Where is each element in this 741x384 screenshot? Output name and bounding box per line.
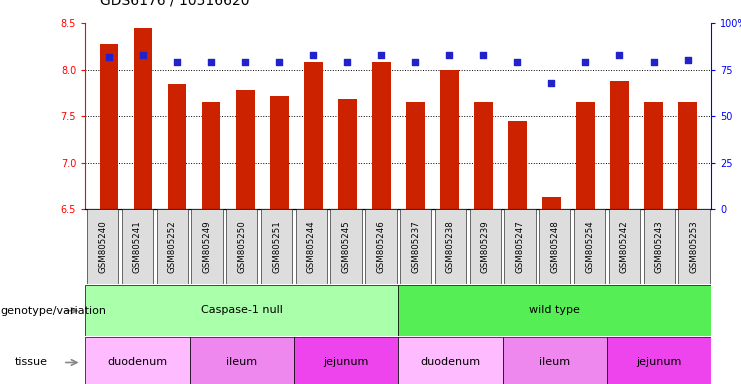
Bar bbox=[167, 84, 187, 209]
Text: ileum: ileum bbox=[539, 357, 571, 367]
Text: GSM805245: GSM805245 bbox=[342, 220, 350, 273]
FancyBboxPatch shape bbox=[609, 209, 640, 284]
FancyBboxPatch shape bbox=[643, 209, 675, 284]
Bar bbox=[440, 70, 459, 209]
Text: GDS6176 / 10516620: GDS6176 / 10516620 bbox=[100, 0, 250, 8]
Text: GSM805250: GSM805250 bbox=[237, 220, 246, 273]
Text: GSM805247: GSM805247 bbox=[516, 220, 525, 273]
Text: Caspase-1 null: Caspase-1 null bbox=[201, 305, 282, 316]
Text: GSM805238: GSM805238 bbox=[446, 220, 455, 273]
FancyBboxPatch shape bbox=[607, 337, 711, 384]
Bar bbox=[338, 99, 356, 209]
Point bbox=[682, 57, 694, 63]
Text: jejunum: jejunum bbox=[323, 357, 369, 367]
FancyBboxPatch shape bbox=[399, 285, 711, 336]
FancyBboxPatch shape bbox=[190, 337, 294, 384]
FancyBboxPatch shape bbox=[294, 337, 399, 384]
FancyBboxPatch shape bbox=[502, 337, 607, 384]
Point bbox=[579, 59, 591, 65]
Bar bbox=[678, 102, 697, 209]
Text: jejunum: jejunum bbox=[637, 357, 682, 367]
FancyBboxPatch shape bbox=[678, 209, 710, 284]
FancyBboxPatch shape bbox=[191, 209, 222, 284]
Point bbox=[137, 51, 149, 58]
FancyBboxPatch shape bbox=[261, 209, 292, 284]
FancyBboxPatch shape bbox=[296, 209, 327, 284]
Text: GSM805248: GSM805248 bbox=[551, 220, 559, 273]
Text: duodenum: duodenum bbox=[107, 357, 167, 367]
FancyBboxPatch shape bbox=[330, 209, 362, 284]
Text: GSM805251: GSM805251 bbox=[272, 220, 281, 273]
FancyBboxPatch shape bbox=[365, 209, 396, 284]
Point bbox=[103, 53, 115, 60]
Point bbox=[205, 59, 217, 65]
Bar bbox=[576, 102, 595, 209]
Point bbox=[376, 51, 388, 58]
FancyBboxPatch shape bbox=[505, 209, 536, 284]
Bar bbox=[474, 102, 493, 209]
Text: GSM805252: GSM805252 bbox=[167, 220, 176, 273]
Point bbox=[648, 59, 659, 65]
Text: tissue: tissue bbox=[15, 358, 48, 367]
Bar bbox=[508, 121, 527, 209]
Text: GSM805249: GSM805249 bbox=[202, 220, 211, 273]
FancyBboxPatch shape bbox=[85, 337, 190, 384]
Point bbox=[614, 51, 625, 58]
FancyBboxPatch shape bbox=[574, 209, 605, 284]
Point bbox=[342, 59, 353, 65]
Point bbox=[511, 59, 523, 65]
Point bbox=[443, 51, 455, 58]
Point bbox=[171, 59, 183, 65]
Bar bbox=[542, 197, 561, 209]
Bar bbox=[372, 62, 391, 209]
FancyBboxPatch shape bbox=[399, 337, 502, 384]
Text: GSM805237: GSM805237 bbox=[411, 220, 420, 273]
Bar bbox=[100, 43, 119, 209]
Point bbox=[477, 51, 489, 58]
Text: GSM805239: GSM805239 bbox=[481, 220, 490, 273]
Point bbox=[308, 51, 319, 58]
Bar bbox=[270, 96, 288, 209]
Text: ileum: ileum bbox=[226, 357, 257, 367]
Text: GSM805241: GSM805241 bbox=[133, 220, 142, 273]
Point bbox=[409, 59, 421, 65]
Point bbox=[239, 59, 251, 65]
Text: GSM805254: GSM805254 bbox=[585, 220, 594, 273]
Bar bbox=[304, 62, 322, 209]
FancyBboxPatch shape bbox=[435, 209, 466, 284]
Text: duodenum: duodenum bbox=[420, 357, 480, 367]
Bar bbox=[202, 102, 221, 209]
Bar bbox=[610, 81, 629, 209]
FancyBboxPatch shape bbox=[85, 285, 399, 336]
Bar bbox=[133, 28, 153, 209]
Point bbox=[545, 79, 557, 86]
FancyBboxPatch shape bbox=[156, 209, 187, 284]
Point bbox=[273, 59, 285, 65]
FancyBboxPatch shape bbox=[122, 209, 153, 284]
Text: wild type: wild type bbox=[529, 305, 580, 316]
Bar bbox=[406, 102, 425, 209]
FancyBboxPatch shape bbox=[87, 209, 119, 284]
Text: GSM805243: GSM805243 bbox=[655, 220, 664, 273]
FancyBboxPatch shape bbox=[539, 209, 571, 284]
Text: GSM805244: GSM805244 bbox=[307, 220, 316, 273]
Text: GSM805253: GSM805253 bbox=[689, 220, 699, 273]
Text: GSM805240: GSM805240 bbox=[98, 220, 107, 273]
Text: GSM805246: GSM805246 bbox=[376, 220, 385, 273]
Text: genotype/variation: genotype/variation bbox=[0, 306, 106, 316]
FancyBboxPatch shape bbox=[400, 209, 431, 284]
FancyBboxPatch shape bbox=[226, 209, 257, 284]
Bar bbox=[644, 102, 663, 209]
FancyBboxPatch shape bbox=[470, 209, 501, 284]
Bar bbox=[236, 90, 254, 209]
Text: GSM805242: GSM805242 bbox=[620, 220, 629, 273]
